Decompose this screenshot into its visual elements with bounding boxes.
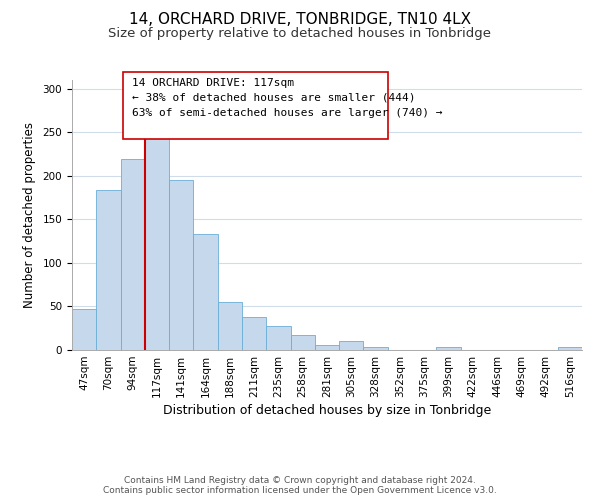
Text: Contains public sector information licensed under the Open Government Licence v3: Contains public sector information licen…	[103, 486, 497, 495]
Bar	[339, 342, 364, 350]
Bar	[315, 345, 339, 350]
Bar	[436, 346, 461, 350]
Bar	[72, 309, 96, 350]
X-axis label: Distribution of detached houses by size in Tonbridge: Distribution of detached houses by size …	[163, 404, 491, 417]
Text: Contains HM Land Registry data © Crown copyright and database right 2024.: Contains HM Land Registry data © Crown c…	[124, 476, 476, 485]
Bar	[193, 234, 218, 350]
Bar	[145, 130, 169, 350]
Bar	[242, 317, 266, 350]
Text: Size of property relative to detached houses in Tonbridge: Size of property relative to detached ho…	[109, 28, 491, 40]
Bar	[266, 326, 290, 350]
Bar	[558, 346, 582, 350]
Bar	[218, 302, 242, 350]
Y-axis label: Number of detached properties: Number of detached properties	[23, 122, 35, 308]
Text: 14, ORCHARD DRIVE, TONBRIDGE, TN10 4LX: 14, ORCHARD DRIVE, TONBRIDGE, TN10 4LX	[129, 12, 471, 28]
Bar	[121, 160, 145, 350]
Text: 14 ORCHARD DRIVE: 117sqm
← 38% of detached houses are smaller (444)
63% of semi-: 14 ORCHARD DRIVE: 117sqm ← 38% of detach…	[132, 78, 443, 118]
Bar	[364, 346, 388, 350]
Bar	[96, 190, 121, 350]
Bar	[290, 335, 315, 350]
Bar	[169, 180, 193, 350]
